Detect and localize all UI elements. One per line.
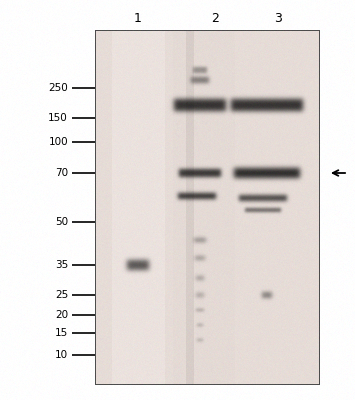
Text: 1: 1 xyxy=(134,12,142,24)
Text: 3: 3 xyxy=(274,12,282,24)
Text: 250: 250 xyxy=(48,83,68,93)
Text: 35: 35 xyxy=(55,260,68,270)
Text: 10: 10 xyxy=(55,350,68,360)
Text: 150: 150 xyxy=(48,113,68,123)
Text: 20: 20 xyxy=(55,310,68,320)
Text: 100: 100 xyxy=(48,137,68,147)
Text: 25: 25 xyxy=(55,290,68,300)
Text: 2: 2 xyxy=(211,12,219,24)
Text: 50: 50 xyxy=(55,217,68,227)
Text: 15: 15 xyxy=(55,328,68,338)
Text: 70: 70 xyxy=(55,168,68,178)
